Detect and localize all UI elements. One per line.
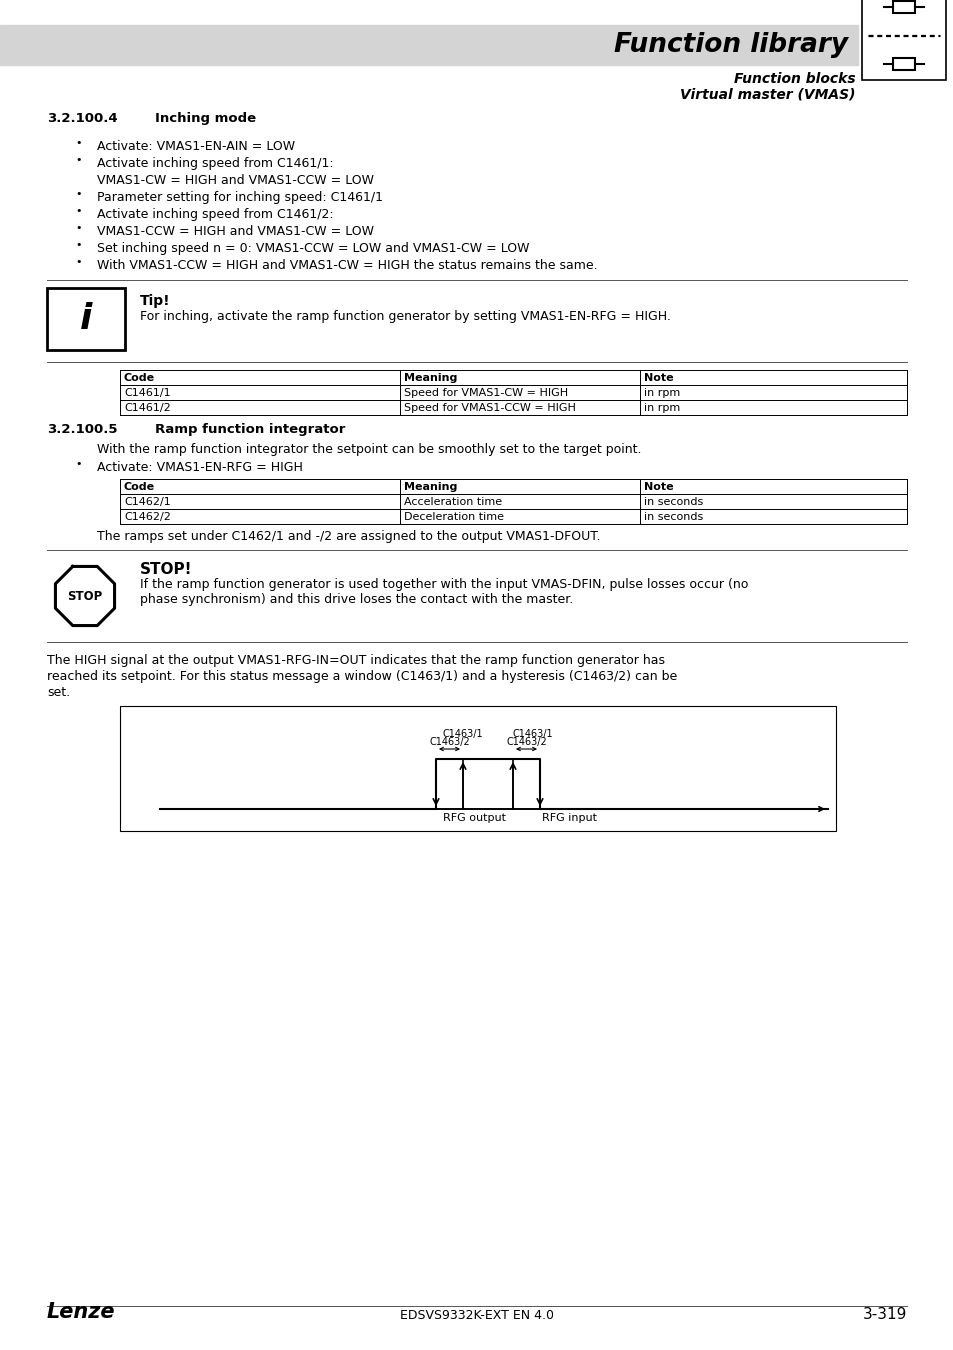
- Text: Note: Note: [643, 482, 673, 491]
- Text: Activate: VMAS1-EN-AIN = LOW: Activate: VMAS1-EN-AIN = LOW: [97, 140, 294, 153]
- Text: Speed for VMAS1-CCW = HIGH: Speed for VMAS1-CCW = HIGH: [403, 404, 576, 413]
- Text: With the ramp function integrator the setpoint can be smoothly set to the target: With the ramp function integrator the se…: [97, 443, 640, 456]
- Text: set.: set.: [47, 686, 71, 699]
- Text: Function library: Function library: [613, 32, 847, 58]
- Text: Meaning: Meaning: [403, 373, 456, 383]
- Bar: [892, 58, 914, 70]
- Text: The ramps set under C1462/1 and -/2 are assigned to the output VMAS1-DFOUT.: The ramps set under C1462/1 and -/2 are …: [97, 531, 599, 543]
- Text: For inching, activate the ramp function generator by setting VMAS1-EN-RFG = HIGH: For inching, activate the ramp function …: [140, 310, 670, 323]
- Text: Code: Code: [124, 373, 155, 383]
- Text: Ramp function integrator: Ramp function integrator: [154, 423, 345, 436]
- Text: 3.2.100.5: 3.2.100.5: [47, 423, 117, 436]
- Bar: [862, 0, 945, 80]
- Text: Lenze: Lenze: [47, 1301, 115, 1322]
- Bar: [892, 1, 914, 14]
- Text: Function blocks: Function blocks: [734, 72, 855, 86]
- Text: Speed for VMAS1-CW = HIGH: Speed for VMAS1-CW = HIGH: [403, 387, 568, 398]
- Text: •: •: [75, 223, 81, 234]
- Text: RFG output: RFG output: [442, 813, 505, 823]
- Text: Activate: VMAS1-EN-RFG = HIGH: Activate: VMAS1-EN-RFG = HIGH: [97, 460, 302, 474]
- Text: •: •: [75, 138, 81, 148]
- Text: in rpm: in rpm: [643, 387, 679, 398]
- Text: Deceleration time: Deceleration time: [403, 512, 503, 522]
- Text: 3.2.100.4: 3.2.100.4: [47, 112, 117, 126]
- Text: C1463/2: C1463/2: [429, 737, 470, 747]
- Bar: [120, 706, 835, 832]
- Text: •: •: [75, 256, 81, 267]
- Text: in seconds: in seconds: [643, 512, 702, 522]
- Text: VMAS1-CW = HIGH and VMAS1-CCW = LOW: VMAS1-CW = HIGH and VMAS1-CCW = LOW: [97, 174, 374, 188]
- Text: •: •: [75, 189, 81, 198]
- Text: in rpm: in rpm: [643, 404, 679, 413]
- Text: C1463/1: C1463/1: [513, 729, 553, 738]
- Text: Note: Note: [643, 373, 673, 383]
- Text: C1462/1: C1462/1: [124, 497, 171, 508]
- Text: If the ramp function generator is used together with the input VMAS-DFIN, pulse : If the ramp function generator is used t…: [140, 578, 747, 606]
- Text: Meaning: Meaning: [403, 482, 456, 491]
- Bar: [0, 26, 857, 65]
- Text: RFG input: RFG input: [542, 813, 597, 823]
- Text: C1463/2: C1463/2: [506, 737, 546, 747]
- Text: The HIGH signal at the output VMAS1-RFG-IN=OUT indicates that the ramp function : The HIGH signal at the output VMAS1-RFG-…: [47, 653, 664, 667]
- Polygon shape: [55, 567, 114, 625]
- Text: Acceleration time: Acceleration time: [403, 497, 501, 508]
- Text: C1461/1: C1461/1: [124, 387, 171, 398]
- Text: STOP: STOP: [68, 590, 103, 602]
- Bar: [47, 288, 125, 350]
- Text: Tip!: Tip!: [140, 294, 171, 308]
- Text: Parameter setting for inching speed: C1461/1: Parameter setting for inching speed: C14…: [97, 190, 382, 204]
- Text: •: •: [75, 459, 81, 468]
- Text: C1463/1: C1463/1: [442, 729, 483, 738]
- Text: EDSVS9332K-EXT EN 4.0: EDSVS9332K-EXT EN 4.0: [399, 1310, 554, 1322]
- Text: With VMAS1-CCW = HIGH and VMAS1-CW = HIGH the status remains the same.: With VMAS1-CCW = HIGH and VMAS1-CW = HIG…: [97, 259, 597, 271]
- Text: reached its setpoint. For this status message a window (C1463/1) and a hysteresi: reached its setpoint. For this status me…: [47, 670, 677, 683]
- Text: Activate inching speed from C1461/2:: Activate inching speed from C1461/2:: [97, 208, 334, 221]
- Text: C1462/2: C1462/2: [124, 512, 171, 522]
- Text: 3-319: 3-319: [862, 1307, 906, 1322]
- Text: •: •: [75, 207, 81, 216]
- Text: i: i: [80, 302, 92, 336]
- Text: Code: Code: [124, 482, 155, 491]
- Text: Activate inching speed from C1461/1:: Activate inching speed from C1461/1:: [97, 157, 334, 170]
- Text: C1461/2: C1461/2: [124, 404, 171, 413]
- Text: STOP!: STOP!: [140, 562, 193, 576]
- Text: •: •: [75, 155, 81, 165]
- Text: •: •: [75, 240, 81, 250]
- Text: Virtual master (VMAS): Virtual master (VMAS): [679, 86, 855, 101]
- Text: Inching mode: Inching mode: [154, 112, 255, 126]
- Text: in seconds: in seconds: [643, 497, 702, 508]
- Text: VMAS1-CCW = HIGH and VMAS1-CW = LOW: VMAS1-CCW = HIGH and VMAS1-CW = LOW: [97, 225, 374, 238]
- Text: Set inching speed n = 0: VMAS1-CCW = LOW and VMAS1-CW = LOW: Set inching speed n = 0: VMAS1-CCW = LOW…: [97, 242, 529, 255]
